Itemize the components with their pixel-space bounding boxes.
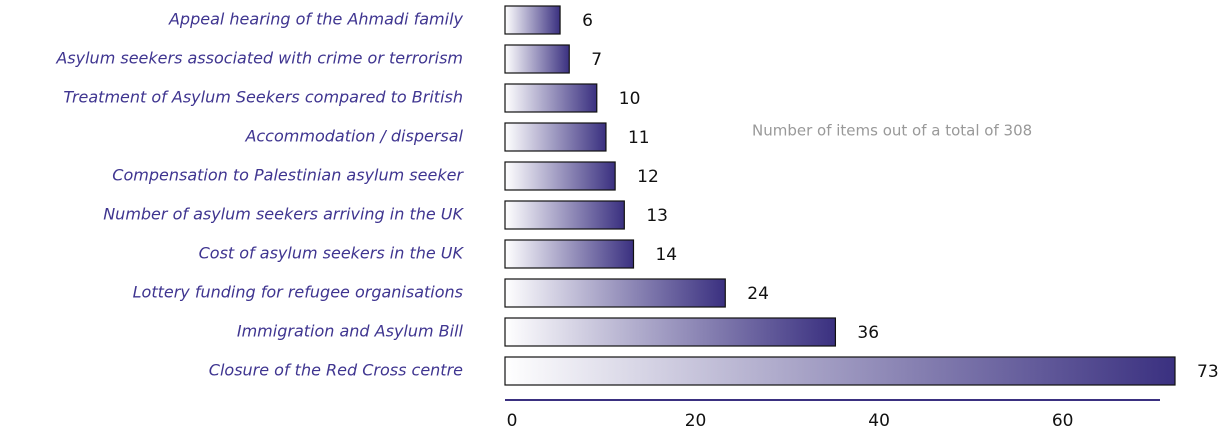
value-label: 6 (582, 11, 593, 31)
category-label: Compensation to Palestinian asylum seeke… (112, 166, 464, 185)
value-label: 11 (628, 128, 650, 148)
bar (504, 122, 607, 152)
bar (504, 161, 616, 191)
value-label: 13 (646, 206, 668, 226)
bar (504, 356, 1176, 386)
category-label: Number of asylum seekers arriving in the… (103, 205, 464, 224)
value-label: 14 (655, 245, 677, 265)
category-label: Lottery funding for refugee organisation… (133, 283, 463, 302)
bar (504, 83, 598, 113)
bar (504, 239, 635, 269)
value-label: 24 (747, 284, 769, 304)
category-label: Asylum seekers associated with crime or … (55, 49, 463, 68)
x-tick-label: 0 (507, 411, 518, 431)
category-label: Accommodation / dispersal (244, 127, 463, 146)
x-tick-label: 60 (1052, 411, 1074, 431)
category-label: Treatment of Asylum Seekers compared to … (63, 88, 463, 107)
value-label: 12 (637, 167, 659, 187)
category-label: Appeal hearing of the Ahmadi family (168, 10, 464, 29)
x-tick-label: 40 (868, 411, 890, 431)
bar (504, 317, 837, 347)
value-label: 73 (1197, 362, 1219, 382)
value-label: 10 (619, 89, 641, 109)
x-tick-label: 20 (685, 411, 707, 431)
bar (504, 200, 625, 230)
value-label: 7 (591, 50, 602, 70)
category-label: Cost of asylum seekers in the UK (199, 244, 465, 263)
category-label: Closure of the Red Cross centre (209, 361, 463, 380)
bar (504, 278, 726, 308)
bar (504, 5, 561, 35)
bar (504, 44, 570, 74)
annotation: Number of items out of a total of 308 (752, 122, 1032, 140)
category-label: Immigration and Asylum Bill (237, 322, 464, 341)
value-label: 36 (857, 323, 879, 343)
